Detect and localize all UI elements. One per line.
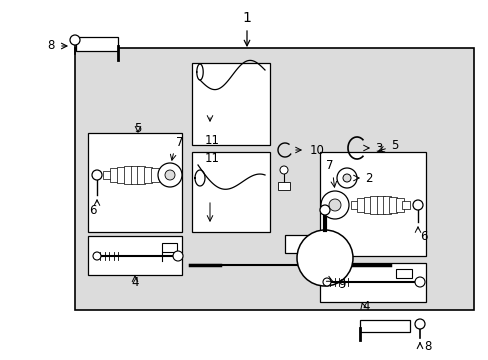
Bar (369, 196, 377, 214)
Circle shape (319, 205, 329, 215)
Circle shape (412, 200, 422, 210)
Circle shape (70, 35, 80, 45)
Bar (88, 236, 182, 275)
Bar (162, 243, 177, 252)
Text: 6: 6 (419, 230, 427, 243)
Bar (319, 152, 425, 256)
Text: 7: 7 (325, 158, 333, 171)
Circle shape (164, 170, 175, 180)
Bar (359, 320, 409, 332)
Text: 1: 1 (242, 11, 251, 25)
Circle shape (280, 166, 287, 174)
Bar (75, 48, 473, 310)
Bar (401, 201, 409, 209)
Circle shape (414, 319, 424, 329)
Text: 7: 7 (176, 135, 183, 149)
Circle shape (296, 230, 352, 286)
Bar (158, 171, 165, 179)
Circle shape (92, 170, 102, 180)
Circle shape (342, 174, 350, 182)
Text: 5: 5 (390, 139, 398, 152)
Bar (382, 196, 390, 214)
Bar (388, 197, 396, 213)
Text: 11: 11 (204, 152, 220, 165)
Circle shape (173, 251, 183, 261)
Bar (395, 198, 403, 212)
Text: 8: 8 (424, 339, 431, 352)
Bar (192, 152, 269, 232)
Bar (278, 182, 289, 190)
Bar (110, 168, 118, 182)
Text: 3: 3 (374, 141, 382, 154)
Circle shape (320, 191, 348, 219)
Bar (285, 235, 319, 253)
Text: 8: 8 (47, 39, 55, 51)
Bar (192, 63, 269, 145)
Text: 6: 6 (89, 203, 96, 216)
Circle shape (414, 277, 424, 287)
Text: 4: 4 (361, 301, 369, 314)
Circle shape (336, 168, 356, 188)
Bar (88, 133, 182, 232)
Bar (350, 201, 358, 209)
Circle shape (328, 199, 340, 211)
Bar (123, 166, 131, 184)
Circle shape (323, 278, 330, 286)
Bar (130, 166, 138, 184)
Bar (363, 197, 371, 213)
Bar (357, 198, 365, 212)
Text: 11: 11 (204, 134, 220, 147)
Text: 10: 10 (309, 144, 324, 157)
Bar (319, 263, 425, 302)
Text: 5: 5 (134, 122, 142, 135)
Bar (103, 171, 111, 179)
Bar (117, 167, 124, 183)
Text: 2: 2 (364, 171, 372, 185)
Circle shape (158, 163, 182, 187)
Bar (376, 196, 384, 214)
Text: 4: 4 (131, 275, 139, 288)
Bar (151, 168, 159, 182)
Bar (76, 37, 118, 51)
Bar (137, 166, 145, 184)
Text: 9: 9 (337, 279, 345, 292)
Bar (144, 167, 152, 183)
Circle shape (93, 252, 101, 260)
Bar (395, 269, 411, 278)
